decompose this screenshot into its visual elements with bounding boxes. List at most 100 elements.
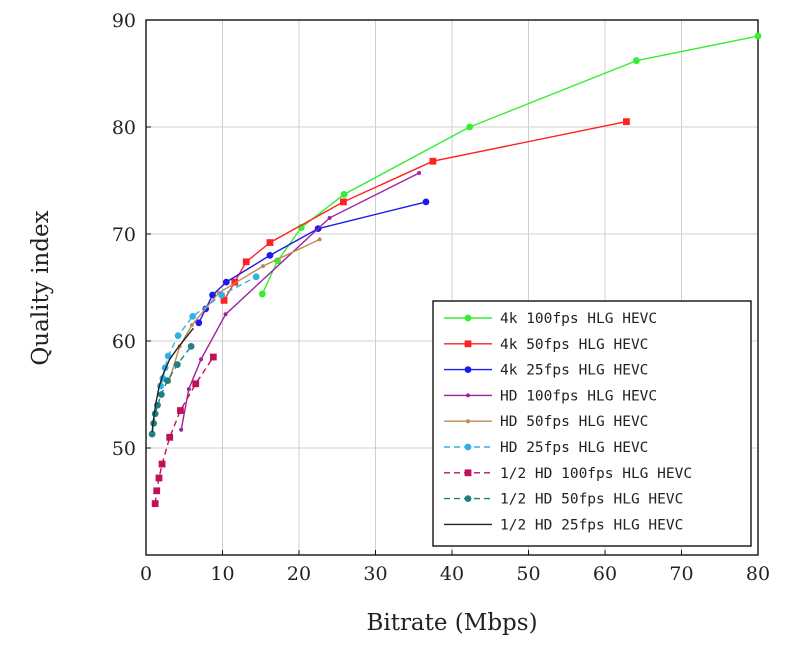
legend-entry: 4k 50fps HLG HEVC (444, 337, 648, 353)
legend-entry: HD 100fps HLG HEVC (444, 388, 657, 404)
data-point (266, 239, 274, 246)
series-line (198, 201, 427, 324)
legend-label: 1/2 HD 100fps HLG HEVC (500, 466, 692, 482)
data-point (209, 291, 216, 299)
legend-marker (464, 314, 472, 322)
data-point (417, 171, 422, 176)
data-point (632, 57, 640, 65)
legend: 4k 100fps HLG HEVC 4k 50fps HLG HEVC 4k 25… (432, 300, 752, 547)
y-tick-label: 60 (112, 331, 136, 353)
legend-entry: HD 50fps HLG HEVC (444, 414, 648, 430)
legend-entry: 4k 100fps HLG HEVC (444, 311, 657, 327)
x-tick-label: 0 (140, 563, 152, 585)
data-point (195, 319, 203, 327)
data-point (429, 157, 437, 165)
data-point (258, 290, 266, 298)
data-point (317, 237, 322, 242)
legend-label: HD 50fps HLG HEVC (500, 414, 648, 430)
data-point (223, 312, 228, 317)
y-axis-title: Quality index (28, 210, 54, 365)
legend-label: HD 100fps HLG HEVC (500, 388, 657, 404)
data-point (189, 322, 194, 327)
legend-marker (464, 366, 472, 373)
legend-entry: 1/2 HD 50fps HLG HEVC (444, 492, 683, 508)
data-point (261, 264, 266, 269)
legend-label: 1/2 HD 50fps HLG HEVC (500, 492, 683, 508)
data-point (266, 252, 274, 259)
x-tick-label: 20 (287, 563, 311, 585)
legend-marker (464, 469, 472, 477)
data-point (155, 474, 163, 482)
legend-label: 4k 100fps HLG HEVC (500, 311, 657, 327)
data-point (327, 215, 332, 220)
data-point (199, 357, 204, 362)
data-point (623, 118, 630, 126)
legend-marker (464, 443, 472, 451)
series-line (159, 276, 257, 387)
legend-marker (464, 495, 472, 502)
series-line (151, 327, 194, 432)
legend-marker (466, 393, 470, 398)
x-tick-label: 70 (669, 563, 693, 585)
y-tick-label: 70 (112, 224, 136, 246)
legend-entry: 4k 25fps HLG HEVC (444, 363, 648, 379)
data-point (186, 387, 191, 392)
data-point (252, 273, 260, 281)
series-6 (157, 273, 260, 390)
x-tick-labels: 0 10 20 30 40 50 60 70 80 (140, 563, 770, 585)
series-7 (151, 353, 217, 508)
data-point (153, 487, 161, 495)
series-line (261, 35, 759, 295)
x-tick-label: 60 (593, 563, 617, 585)
data-point (157, 391, 165, 398)
data-point (192, 380, 200, 388)
legend-marker (466, 419, 470, 424)
data-point (754, 32, 762, 40)
data-point (179, 427, 184, 432)
data-point (242, 258, 250, 266)
data-point (166, 433, 174, 441)
data-point (187, 342, 195, 350)
data-point (339, 198, 347, 206)
series-2 (220, 118, 630, 304)
x-tick-label: 80 (746, 563, 770, 585)
data-point (148, 430, 156, 438)
legend-label: 4k 25fps HLG HEVC (500, 363, 648, 379)
legend-entry: HD 25fps HLG HEVC (444, 440, 648, 456)
data-point (151, 500, 159, 508)
data-point (220, 296, 228, 304)
series-4 (179, 171, 422, 432)
data-point (158, 460, 166, 468)
y-tick-label: 90 (112, 10, 136, 32)
legend-box (432, 300, 752, 547)
data-point (209, 353, 217, 361)
axis-ticks (145, 19, 759, 555)
legend-label: 1/2 HD 25fps HLG HEVC (500, 517, 683, 533)
data-point (164, 377, 171, 384)
x-tick-label: 40 (440, 563, 464, 585)
legend-label: HD 25fps HLG HEVC (500, 440, 648, 456)
series-line (180, 172, 420, 430)
y-tick-label: 80 (112, 117, 136, 139)
y-tick-labels: 50 60 70 80 90 (112, 10, 136, 460)
x-tick-label: 50 (516, 563, 540, 585)
legend-entry: 1/2 HD 25fps HLG HEVC (444, 517, 683, 533)
data-point (231, 278, 239, 286)
legend-label: 4k 50fps HLG HEVC (500, 337, 648, 353)
data-point (189, 312, 197, 320)
x-tick-label: 30 (363, 563, 387, 585)
series-3 (195, 198, 430, 327)
y-tick-label: 50 (112, 438, 136, 460)
series-line (223, 120, 627, 301)
data-point (174, 332, 182, 340)
x-axis-title: Bitrate (Mbps) (366, 610, 537, 636)
data-point (466, 123, 473, 131)
series-layer (148, 32, 762, 508)
series-9 (151, 327, 194, 432)
data-point (173, 361, 181, 368)
data-point (422, 198, 430, 206)
data-point (218, 291, 226, 299)
x-tick-label: 10 (210, 563, 234, 585)
data-point (164, 352, 172, 360)
